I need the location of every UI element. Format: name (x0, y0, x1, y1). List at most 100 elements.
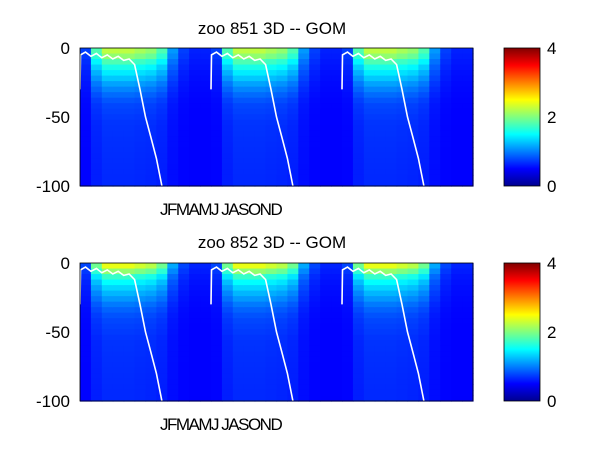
heatmap-cell (80, 163, 92, 171)
heatmap-cell (352, 384, 365, 391)
heatmap-cell (189, 70, 201, 77)
heatmap-cell (265, 296, 278, 303)
heatmap-cell (90, 70, 103, 77)
heatmap-cell (200, 340, 212, 347)
heatmap-cell (189, 48, 201, 55)
heatmap-cell (309, 125, 321, 132)
heatmap-cell (156, 119, 168, 126)
heatmap-cell (123, 367, 136, 374)
heatmap-cell (396, 92, 409, 99)
heatmap-cell (462, 263, 474, 270)
heatmap-cell (298, 389, 310, 397)
heatmap-cell (440, 384, 452, 391)
heatmap-cell (320, 75, 332, 82)
heatmap-cell (440, 180, 452, 187)
heatmap-cell (385, 136, 398, 143)
heatmap-cell (254, 141, 267, 148)
heatmap-cell (167, 274, 179, 281)
heatmap-cell (462, 329, 474, 336)
heatmap-cell (134, 59, 147, 66)
heatmap-cell (80, 279, 92, 286)
heatmap-cell (254, 136, 267, 143)
heatmap-cell (287, 279, 299, 286)
heatmap-cell (90, 268, 103, 275)
heatmap-cell (189, 301, 201, 308)
heatmap-cell (407, 285, 420, 292)
heatmap-cell (451, 130, 463, 137)
heatmap-cell (243, 92, 256, 99)
heatmap-cell (211, 307, 223, 314)
heatmap-cell (418, 351, 430, 358)
heatmap-cell (287, 329, 299, 336)
heatmap-cell (418, 318, 430, 325)
heatmap-cell (112, 362, 125, 369)
heatmap-cell (331, 323, 343, 330)
heatmap-cell (276, 307, 289, 314)
heatmap-cell (265, 290, 278, 297)
heatmap-cell (320, 312, 332, 319)
heatmap-cell (429, 263, 441, 270)
heatmap-cell (211, 389, 223, 397)
heatmap-cell (254, 81, 267, 88)
heatmap-cell (363, 119, 376, 126)
heatmap-cell (342, 97, 354, 104)
heatmap-cell (221, 329, 234, 336)
heatmap-cell (298, 312, 310, 319)
heatmap-cell (178, 103, 190, 110)
heatmap-cell (440, 307, 452, 314)
heatmap-cell (243, 301, 256, 308)
heatmap-cell (232, 97, 245, 104)
heatmap-cell (440, 263, 452, 270)
heatmap-cell (429, 389, 441, 397)
heatmap-cell (134, 268, 147, 275)
heatmap-cell (287, 268, 299, 275)
heatmap-cell (385, 103, 398, 110)
heatmap-cell (429, 384, 441, 391)
heatmap-cell (352, 114, 365, 121)
heatmap-cell (167, 114, 179, 121)
heatmap-cell (374, 373, 387, 380)
heatmap-cell (396, 180, 409, 187)
heatmap-cell (145, 268, 158, 275)
heatmap-cell (101, 119, 114, 126)
heatmap-cell (320, 296, 332, 303)
heatmap-cell (123, 329, 136, 336)
heatmap-cell (200, 285, 212, 292)
heatmap-cell (309, 290, 321, 297)
heatmap-cell (243, 307, 256, 314)
heatmap-cell (254, 345, 267, 352)
heatmap-cell (374, 108, 387, 115)
heatmap-cell (363, 97, 376, 104)
heatmap-cell (451, 345, 463, 352)
heatmap-cell (331, 307, 343, 314)
heatmap-cell (440, 75, 452, 82)
heatmap-cell (331, 301, 343, 308)
heatmap-cell (396, 395, 409, 402)
heatmap-cell (156, 373, 168, 380)
heatmap-cell (265, 97, 278, 104)
heatmap-cell (407, 307, 420, 314)
heatmap-cell (112, 97, 125, 104)
heatmap-cell (123, 268, 136, 275)
heatmap-cell (167, 351, 179, 358)
heatmap-cell (265, 64, 278, 71)
heatmap-cell (145, 395, 158, 402)
heatmap-cell (145, 147, 158, 154)
heatmap-cell (200, 53, 212, 60)
heatmap-cell (200, 81, 212, 88)
heatmap-cell (211, 152, 223, 159)
heatmap-cell (276, 367, 289, 374)
heatmap-cell (167, 119, 179, 126)
heatmap-cell (178, 114, 190, 121)
heatmap-cell (189, 108, 201, 115)
heatmap-cell (156, 59, 168, 66)
heatmap-cell (80, 329, 92, 336)
heatmap-cell (200, 152, 212, 159)
heatmap-cell (374, 130, 387, 137)
heatmap-cell (418, 296, 430, 303)
heatmap-cell (352, 48, 365, 55)
heatmap-cell (156, 279, 168, 286)
heatmap-cell (90, 334, 103, 341)
heatmap-cell (462, 86, 474, 93)
heatmap-cell (221, 108, 234, 115)
